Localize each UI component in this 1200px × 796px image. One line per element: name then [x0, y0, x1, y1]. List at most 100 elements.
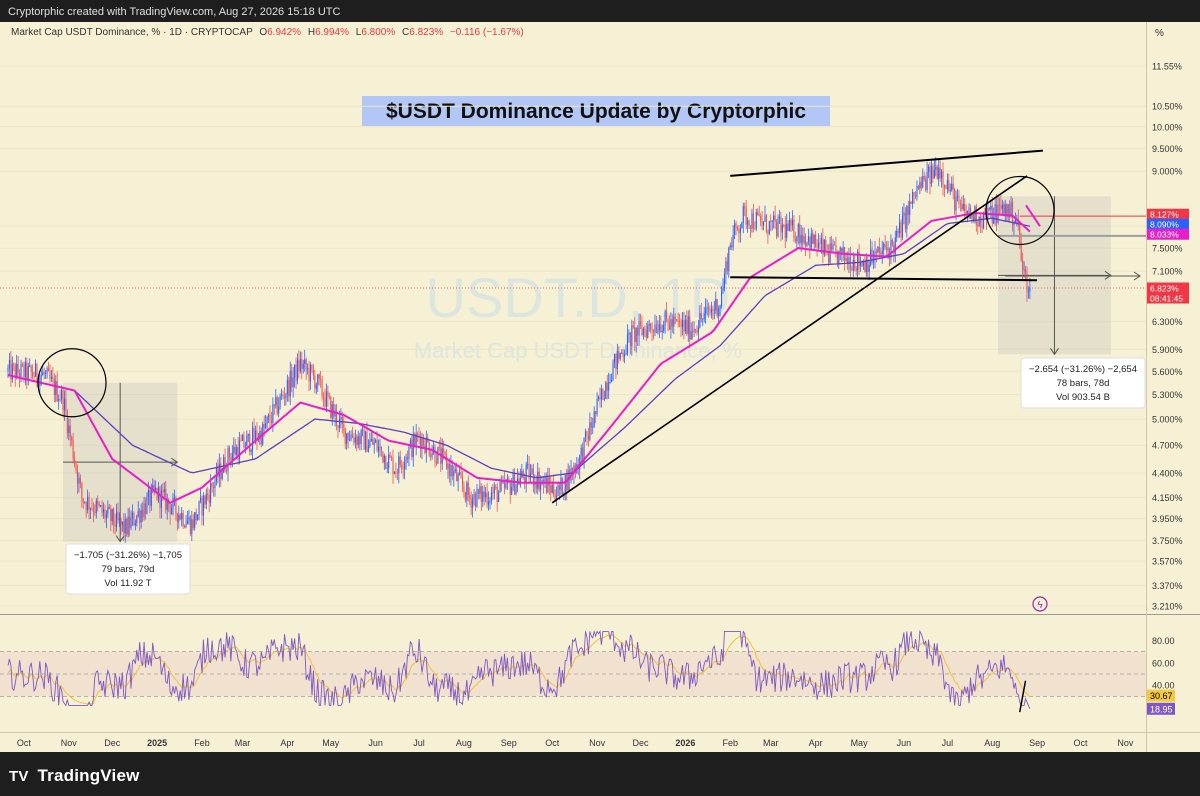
candle-body — [443, 448, 445, 452]
candle-body — [189, 516, 191, 535]
candle-body — [19, 373, 21, 378]
candle-body — [30, 365, 32, 372]
candle-body — [21, 364, 24, 366]
candle-body — [631, 325, 633, 347]
candle-body — [661, 331, 663, 332]
candle-body — [1009, 204, 1011, 218]
projection-arrow — [1005, 271, 1141, 281]
candle-body — [919, 181, 921, 189]
candle-body — [582, 447, 584, 463]
candle-body — [289, 370, 291, 397]
candle-body — [110, 508, 112, 522]
candle-body — [36, 364, 38, 381]
candle-body — [959, 203, 961, 205]
candle-body — [324, 398, 326, 407]
candle-body — [758, 215, 760, 217]
candle-body — [341, 417, 343, 425]
candle-body — [100, 505, 102, 507]
candle-body — [392, 457, 394, 475]
candle-body — [267, 414, 270, 417]
candle-body — [454, 469, 456, 472]
time-axis[interactable]: Oct Nov Dec 2025 Feb Mar Apr May Jun Jul Aug Sep Oct… — [17, 738, 1134, 748]
title-banner-bg — [362, 96, 830, 126]
price-axis[interactable]: 11.55%10.50%10.00%9.500%9.000%7.900%7.50… — [1152, 62, 1183, 612]
candle-body — [221, 472, 223, 480]
candle-body — [793, 219, 795, 240]
candle-body — [744, 205, 746, 208]
drawings-layer[interactable] — [0, 149, 1146, 504]
x-tick-label: Feb — [722, 738, 738, 748]
candle-body — [564, 475, 566, 494]
candle-body — [123, 521, 125, 534]
candle-body — [930, 165, 932, 184]
candle-body — [294, 364, 296, 378]
candle-body — [624, 354, 626, 357]
candle-body — [887, 248, 889, 251]
candle-body — [846, 258, 849, 264]
candle-body — [664, 311, 666, 326]
candle-body — [8, 360, 10, 368]
candle-body — [363, 429, 365, 450]
candle-body — [789, 219, 791, 231]
candle-body — [909, 201, 911, 215]
candle-body — [147, 490, 149, 497]
candle-body — [179, 514, 181, 520]
candle-body — [470, 498, 472, 508]
x-tick-label: Aug — [456, 738, 472, 748]
candle-body — [580, 447, 582, 456]
candle-body — [1011, 201, 1014, 226]
candle-body — [917, 185, 919, 189]
rsi-trend-mark — [1018, 680, 1027, 713]
chart-svg[interactable]: USDT.D, 1D Market Cap USDT Dominance, % … — [0, 22, 1200, 752]
candle-body — [913, 192, 915, 197]
candle-body — [146, 496, 148, 514]
candle-body — [655, 324, 657, 333]
candle-body — [586, 431, 588, 436]
candle-body — [88, 497, 90, 510]
candle-body — [444, 451, 446, 456]
candle-body — [916, 185, 918, 197]
tradingview-logo[interactable]: TV TradingView — [9, 766, 140, 786]
x-tick-label: Nov — [1117, 738, 1134, 748]
scale-mode-button[interactable] — [1147, 23, 1199, 43]
candle-body — [204, 495, 206, 505]
support-trendline — [551, 175, 1028, 504]
candle-body — [602, 388, 604, 400]
wedge-upper-trendline — [730, 149, 1043, 177]
candle-body — [95, 500, 97, 513]
candle-body — [186, 520, 189, 524]
candle-body — [605, 382, 607, 399]
candle-body — [269, 414, 271, 421]
candle-body — [904, 212, 906, 230]
candle-body — [861, 262, 863, 267]
candle-body — [354, 436, 356, 443]
candle-body — [166, 498, 168, 510]
candle-body — [68, 425, 70, 434]
candle-body — [379, 446, 381, 448]
x-tick-label: Dec — [104, 738, 121, 748]
candle-body — [474, 493, 477, 508]
candle-body — [629, 332, 631, 347]
candle-body — [169, 504, 171, 515]
candle-body — [153, 485, 155, 491]
candle-body — [483, 491, 485, 498]
candle-body — [126, 518, 128, 535]
candle-body — [770, 221, 772, 222]
candle-body — [658, 324, 660, 331]
lightning-icon[interactable] — [1032, 596, 1048, 612]
candle-body — [7, 367, 9, 372]
candle-body — [1000, 205, 1002, 209]
rsi-layer[interactable]: 80.00 60.00 40.00 — [0, 629, 1175, 713]
candle-body — [369, 440, 371, 447]
candle-body — [430, 455, 432, 457]
candle-body — [239, 440, 241, 460]
candle-body — [754, 228, 756, 230]
candle-body — [155, 487, 157, 491]
candle-body — [597, 397, 600, 400]
chart-area[interactable]: USDT.D, 1D Market Cap USDT Dominance, % … — [0, 22, 1200, 752]
candle-body — [230, 457, 232, 461]
candle-body — [184, 526, 186, 528]
candle-body — [647, 325, 649, 338]
x-tick-label: Apr — [809, 738, 823, 748]
candle-body — [337, 425, 339, 428]
